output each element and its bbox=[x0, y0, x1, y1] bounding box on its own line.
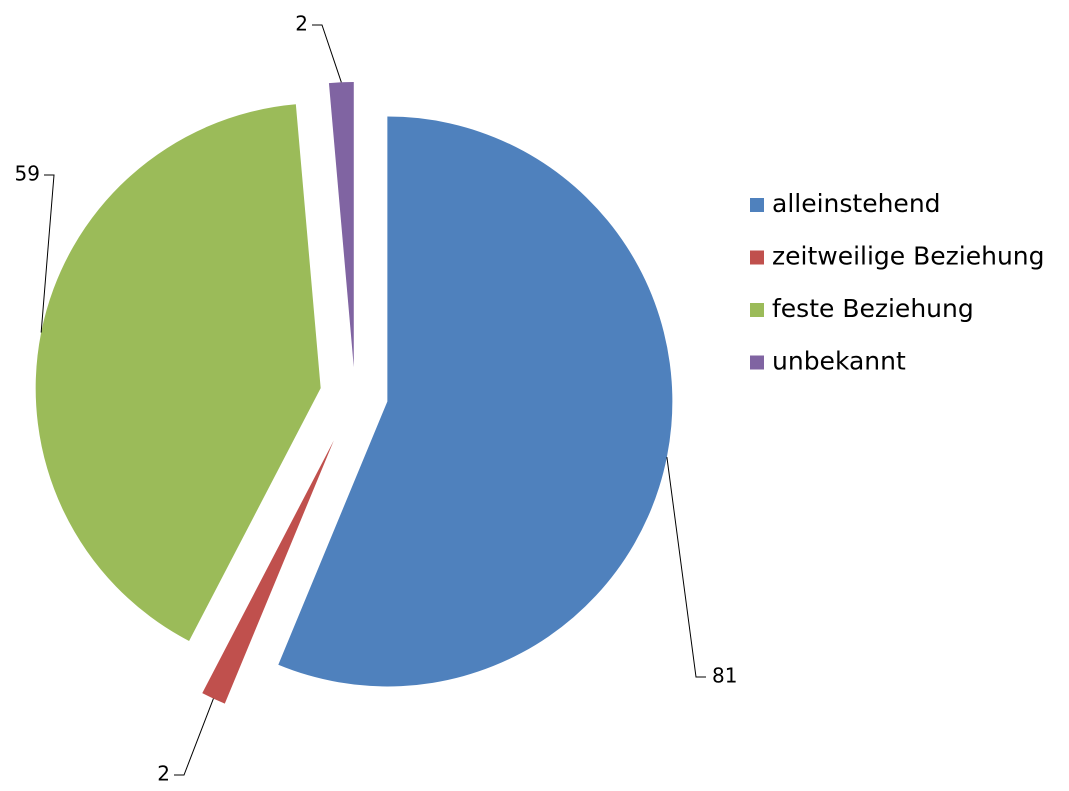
leader-line bbox=[312, 24, 342, 83]
leader-line bbox=[174, 698, 214, 776]
pie-slice bbox=[35, 104, 321, 641]
pie-slice bbox=[278, 116, 673, 687]
leader-line bbox=[40, 174, 55, 333]
legend-label: unbekannt bbox=[772, 347, 906, 376]
legend-swatch bbox=[750, 303, 764, 317]
legend-label: alleinstehend bbox=[772, 189, 941, 218]
data-label: 2 bbox=[157, 762, 170, 786]
data-label: 2 bbox=[295, 12, 308, 36]
legend-label: zeitweilige Beziehung bbox=[772, 242, 1045, 271]
pie-slice bbox=[328, 82, 354, 368]
legend-swatch bbox=[750, 198, 764, 212]
leader-line bbox=[666, 456, 706, 678]
pie-slice bbox=[202, 440, 334, 704]
data-label: 81 bbox=[712, 664, 737, 688]
legend-label: feste Beziehung bbox=[772, 294, 974, 323]
data-label: 59 bbox=[15, 162, 40, 186]
legend-swatch bbox=[750, 355, 764, 370]
legend-swatch bbox=[750, 250, 764, 265]
